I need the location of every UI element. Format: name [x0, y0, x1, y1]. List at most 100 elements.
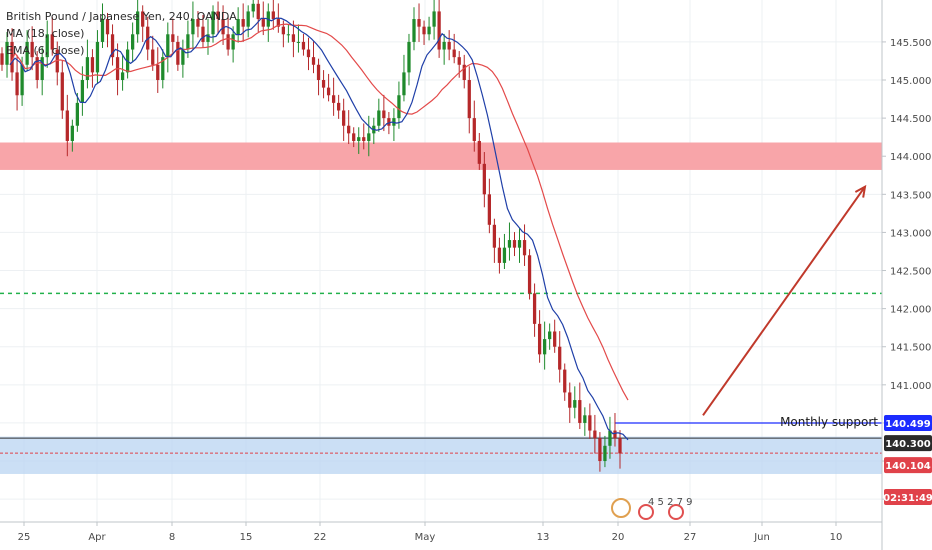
candle-body [241, 19, 245, 27]
candle-body [532, 293, 537, 324]
y-tick-label: 141.500 [890, 343, 931, 354]
candle-body [578, 400, 582, 423]
candle-body [196, 19, 200, 27]
candle-body [311, 57, 316, 65]
candle-body [75, 102, 79, 126]
candle-body [568, 392, 572, 408]
price-tag-label: 02:31:49 [883, 493, 932, 504]
candle-body [326, 87, 331, 96]
candle-body [221, 19, 225, 35]
candle-body [427, 26, 431, 35]
price-tag-label: 140.104 [885, 461, 931, 472]
time-axis[interactable]: 25 Apr 8 15 22 May 13 20 27 Jun 10 [18, 522, 843, 543]
candle-body [492, 224, 497, 248]
x-tick-label: 15 [240, 532, 253, 543]
candles [0, 0, 622, 472]
ema-indicator-label: EMA (6, close) [6, 44, 85, 57]
candle-body [5, 41, 9, 65]
candle-body [603, 445, 607, 462]
y-tick-label: 142.500 [890, 267, 931, 278]
candle-body [422, 26, 426, 35]
candle-body [583, 415, 587, 423]
candle-body [362, 137, 366, 141]
candle-body [321, 80, 326, 88]
candle-body [100, 19, 105, 42]
event-flag-icon[interactable] [638, 504, 654, 520]
candle-body [35, 57, 39, 81]
candle-body [412, 19, 416, 42]
candle-body [522, 240, 527, 256]
price-tag [884, 415, 932, 432]
candle-body [191, 19, 195, 35]
candle-body [608, 430, 612, 446]
candle-body [377, 110, 381, 126]
y-tick-label: 143.500 [890, 190, 931, 201]
candle-body [90, 57, 95, 73]
candle-body [512, 240, 517, 248]
candle-body [176, 41, 180, 65]
candle-body [25, 41, 29, 65]
candle-body [291, 34, 296, 42]
candle-body [0, 53, 4, 65]
price-tag-label: 140.499 [885, 419, 931, 430]
y-tick-label: 145.000 [890, 76, 931, 87]
candle-body [306, 49, 311, 58]
candle-body [507, 240, 512, 248]
candle-body [40, 57, 44, 81]
candle-body [85, 57, 90, 81]
x-tick-label: 13 [537, 532, 550, 543]
economic-events[interactable]: 4 5 2 7 9 [611, 497, 693, 520]
candle-body [30, 41, 34, 58]
x-tick-label: 27 [684, 532, 697, 543]
ma-18-line [9, 23, 629, 401]
x-tick-label: 8 [169, 532, 175, 543]
candle-body [563, 369, 567, 393]
x-tick-label: May [415, 532, 436, 543]
x-tick-label: 20 [612, 532, 625, 543]
resistance-zone [0, 142, 882, 170]
candle-body [120, 72, 125, 81]
candle-body [141, 11, 145, 27]
candle-body [206, 34, 210, 42]
candle-body [457, 57, 461, 65]
candle-body [382, 110, 386, 119]
x-tick-label: 10 [830, 532, 843, 543]
candle-body [598, 438, 602, 462]
candle-body [613, 430, 617, 439]
candle-body [437, 11, 441, 50]
candle-body [161, 57, 165, 81]
event-flag-icon[interactable] [611, 498, 631, 518]
candle-body [347, 125, 351, 134]
candle-body [301, 41, 306, 50]
candle-body [331, 95, 336, 103]
candle-body [316, 64, 321, 81]
candle-body [558, 346, 562, 370]
candle-body [276, 19, 280, 27]
y-tick-label: 142.000 [890, 305, 931, 316]
candle-body [548, 331, 552, 340]
arrow-line [702, 186, 866, 416]
candle-body [342, 110, 346, 126]
candle-body [357, 137, 361, 141]
candle-body [462, 64, 466, 81]
x-tick-label: 22 [314, 532, 327, 543]
candle-body [502, 247, 507, 263]
ma-indicator-label: MA (18, close) [6, 27, 85, 40]
candle-body [271, 11, 275, 20]
candle-body [110, 34, 115, 58]
chart-legend: British Pound / Japanese Yen, 240, OANDA… [6, 8, 237, 59]
event-flag-icon[interactable] [668, 504, 684, 520]
candle-body [402, 72, 406, 96]
candle-body [367, 133, 371, 141]
candle-body [527, 255, 532, 294]
x-tick-label: 25 [18, 532, 31, 543]
moving-averages [9, 17, 629, 441]
candle-body [171, 34, 175, 42]
candle-body [261, 19, 265, 27]
candle-body [181, 49, 185, 65]
y-tick-label: 145.500 [890, 38, 931, 49]
candle-body [296, 41, 301, 43]
level-lines [0, 292, 882, 454]
candle-body [573, 400, 577, 408]
